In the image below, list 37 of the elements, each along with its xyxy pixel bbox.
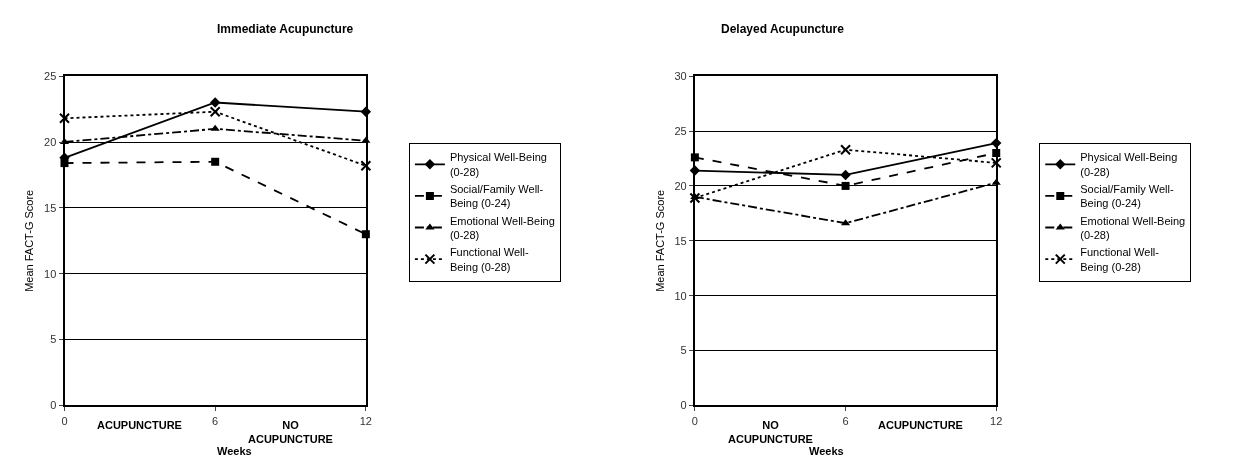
x-tick-label: 0: [691, 414, 698, 427]
text: NO ACUPUNCTURE: [248, 419, 333, 446]
y-tick-label: 25: [674, 124, 687, 137]
y-tick-label: 0: [50, 399, 57, 412]
legend-label: Emotional Well-Being (0-28): [1080, 214, 1186, 241]
text: ACUPUNCTURE: [97, 419, 182, 431]
text: ACUPUNCTURE: [878, 419, 963, 431]
x-axis-title: Weeks: [809, 445, 844, 457]
y-axis-title: Mean FACT-G Score: [653, 189, 666, 292]
y-tick-label: 15: [674, 234, 687, 247]
y-tick-label: 10: [44, 267, 57, 280]
legend-label: Emotional Well-Being (0-28): [449, 214, 555, 241]
x-tick-label: 12: [990, 414, 1003, 427]
y-tick-label: 30: [674, 70, 687, 82]
legend-label: Physical Well-Being (0-28): [449, 151, 547, 178]
y-tick-label: 0: [680, 399, 687, 412]
y-tick-label: 25: [44, 70, 57, 82]
chart-title: Immediate Acupuncture: [217, 22, 354, 36]
legend-label: Social/Family Well-Being (0-24): [1080, 183, 1174, 210]
y-tick-label: 5: [50, 333, 57, 346]
legend-label: Physical Well-Being (0-28): [1080, 151, 1178, 178]
legend-label: Functional Well-Being (0-28): [1080, 246, 1160, 273]
y-tick-label: 5: [680, 344, 687, 357]
x-tick-label: 6: [212, 414, 219, 427]
legend-label: Social/Family Well-Being (0-24): [449, 183, 544, 210]
text: NO ACUPUNCTURE: [728, 419, 813, 446]
y-tick-label: 15: [44, 201, 57, 214]
chart-title: Delayed Acupuncture: [721, 22, 845, 36]
y-tick-label: 20: [44, 135, 57, 148]
x-tick-label: 0: [61, 414, 68, 427]
y-axis-title: Mean FACT-G Score: [23, 189, 36, 292]
x-axis-title: Weeks: [217, 445, 252, 457]
legend-label: Functional Well-Being (0-28): [449, 246, 529, 273]
y-tick-label: 10: [674, 289, 687, 302]
y-tick-label: 20: [674, 179, 687, 192]
x-tick-label: 6: [842, 414, 849, 427]
x-tick-label: 12: [359, 414, 372, 427]
